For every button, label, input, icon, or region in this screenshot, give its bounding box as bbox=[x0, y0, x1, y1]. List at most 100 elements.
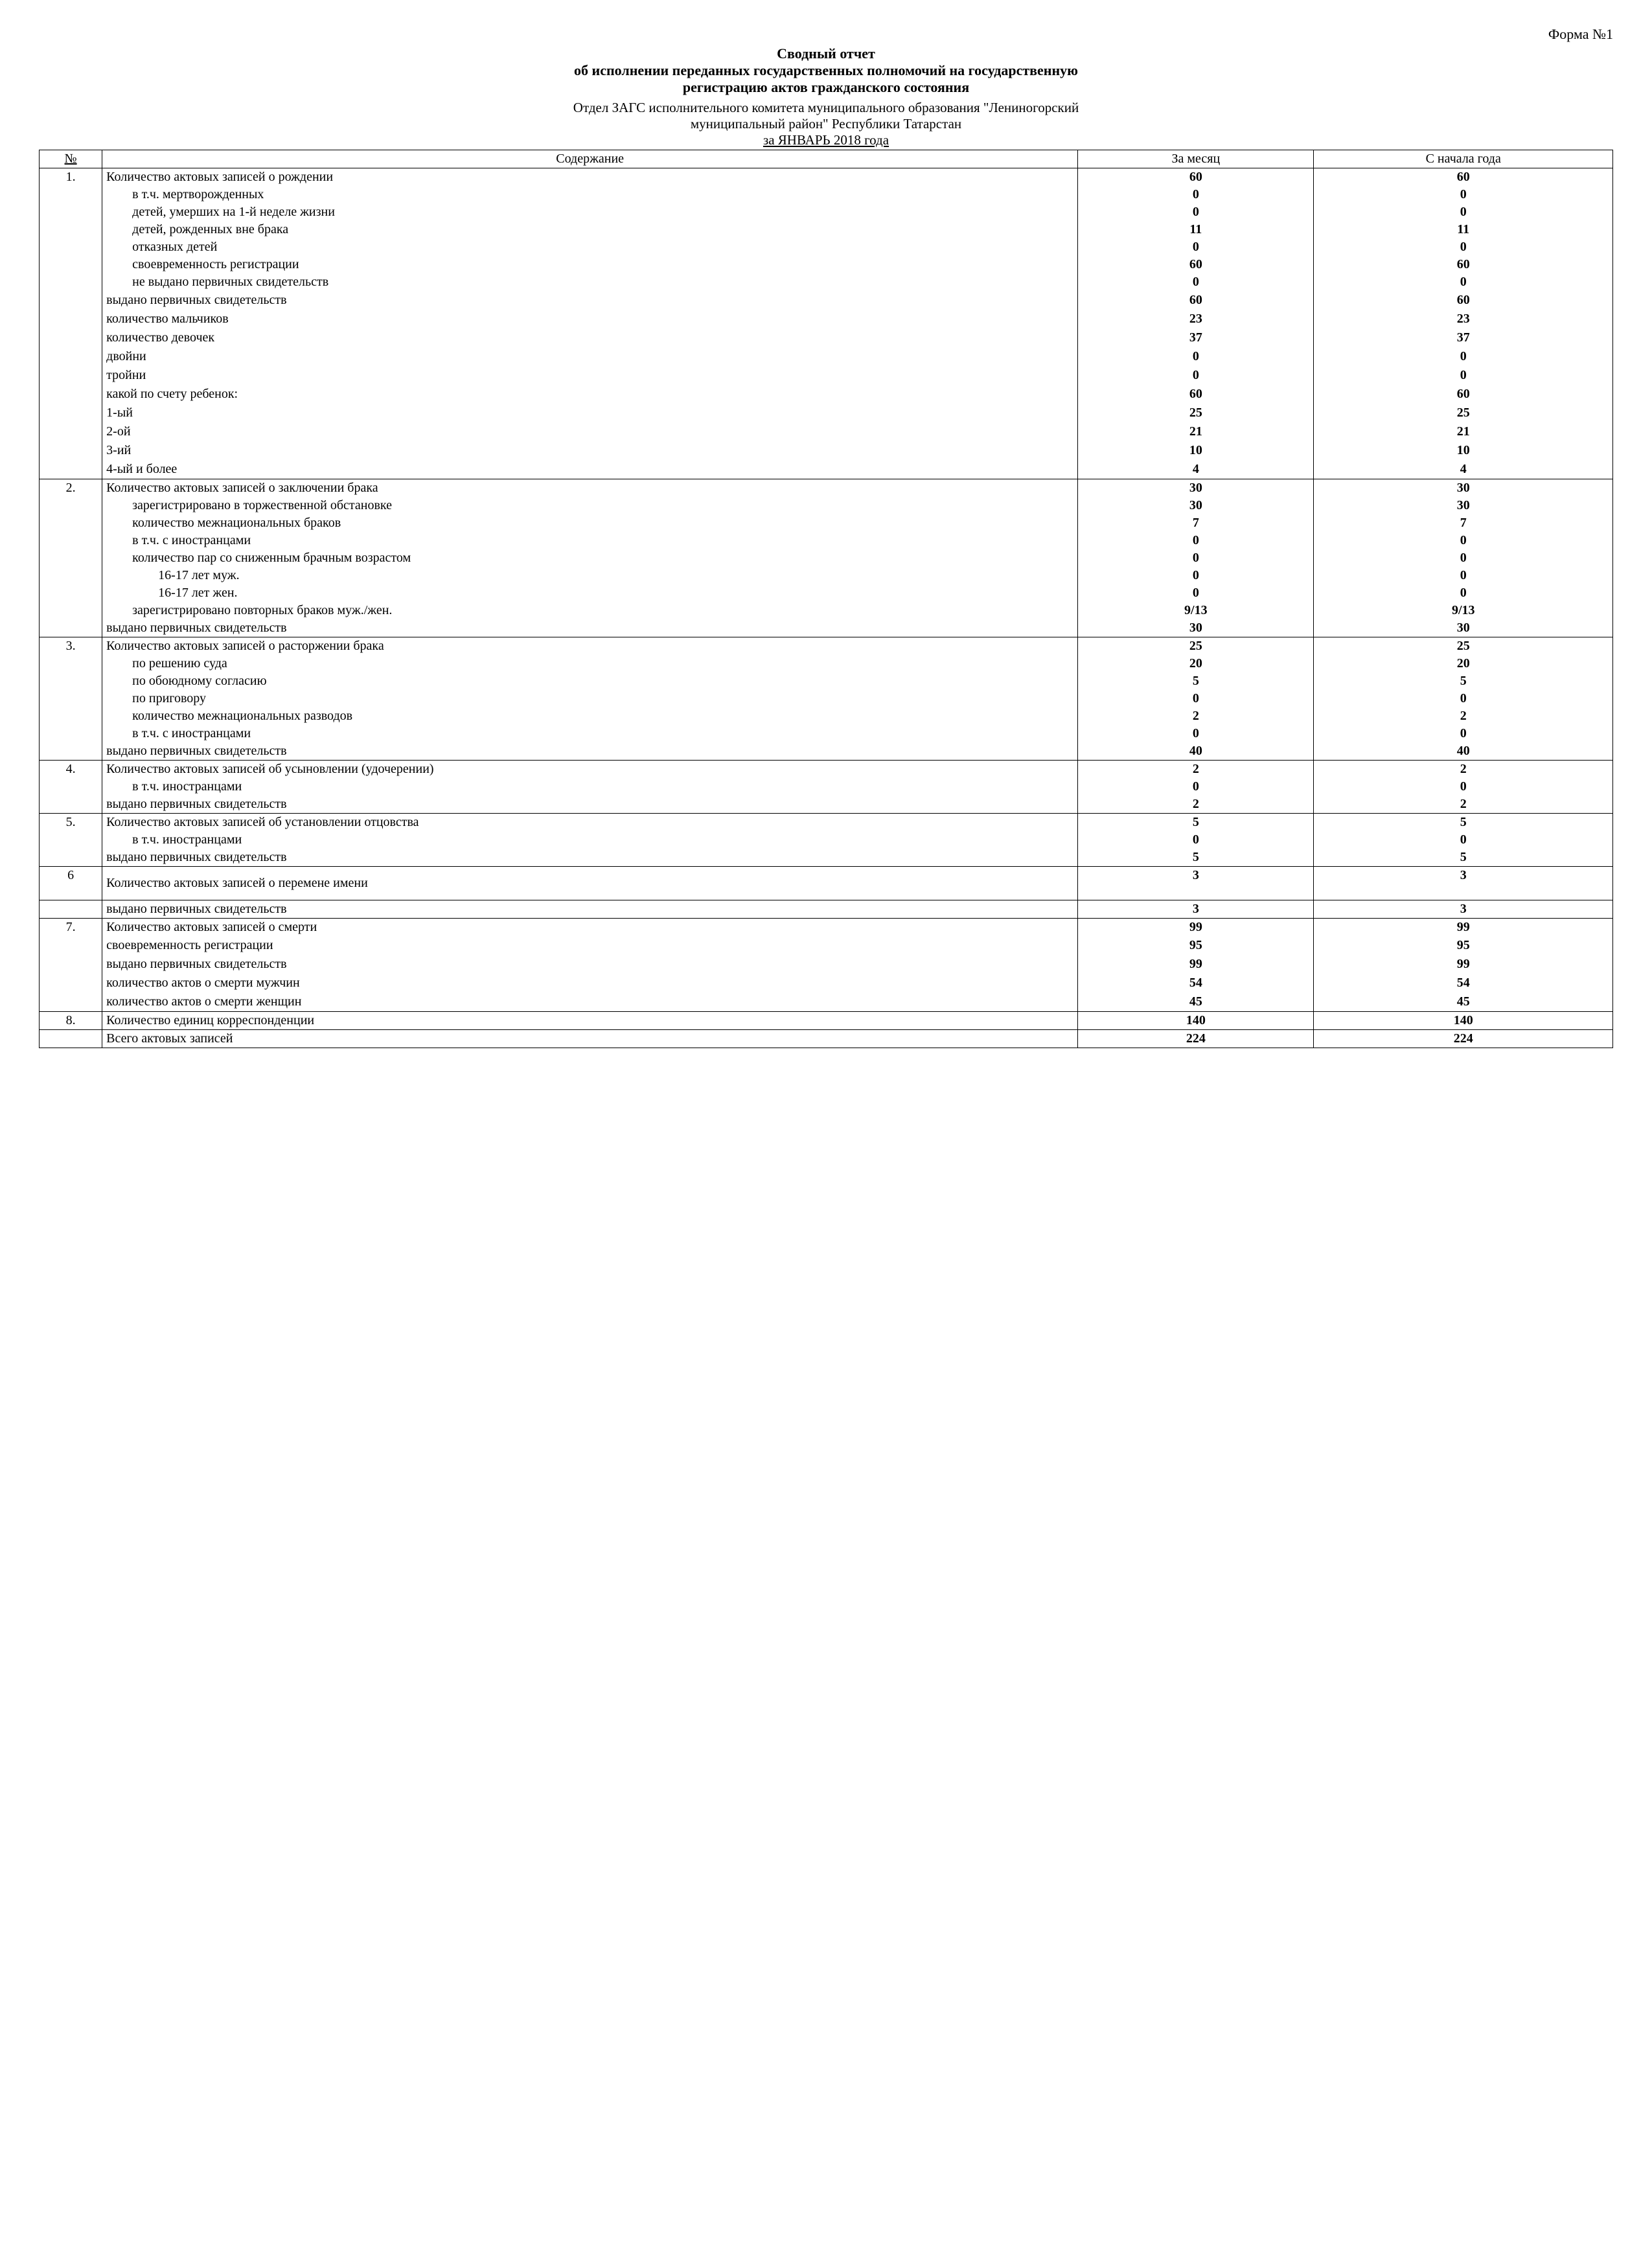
row-month: 0 bbox=[1078, 186, 1314, 203]
table-row: 5.Количество актовых записей об установл… bbox=[40, 814, 1613, 832]
table-row: количество межнациональных разводов22 bbox=[40, 707, 1613, 725]
row-year: 224 bbox=[1314, 1030, 1613, 1048]
row-year: 30 bbox=[1314, 497, 1613, 514]
row-content: в т.ч. с иностранцами bbox=[102, 725, 1078, 742]
row-month: 140 bbox=[1078, 1012, 1314, 1030]
row-content: детей, рожденных вне брака bbox=[102, 221, 1078, 238]
row-year: 0 bbox=[1314, 366, 1613, 385]
table-row: 3-ий1010 bbox=[40, 441, 1613, 460]
table-row: 1.Количество актовых записей о рождении6… bbox=[40, 168, 1613, 187]
row-month: 0 bbox=[1078, 690, 1314, 707]
row-year: 21 bbox=[1314, 422, 1613, 441]
row-content: Количество актовых записей о заключении … bbox=[102, 479, 1078, 498]
row-content: выдано первичных свидетельств bbox=[102, 291, 1078, 310]
row-content: Количество актовых записей о рождении bbox=[102, 168, 1078, 187]
row-num: 8. bbox=[40, 1012, 102, 1030]
row-num bbox=[40, 831, 102, 849]
row-year: 30 bbox=[1314, 479, 1613, 498]
table-row: отказных детей00 bbox=[40, 238, 1613, 256]
table-row: выдано первичных свидетельств22 bbox=[40, 796, 1613, 814]
col-header-year: С начала года bbox=[1314, 150, 1613, 168]
table-row: детей, рожденных вне брака1111 bbox=[40, 221, 1613, 238]
table-row: 16-17 лет жен.00 bbox=[40, 584, 1613, 602]
row-month: 30 bbox=[1078, 619, 1314, 637]
table-row: количество пар со сниженным брачным возр… bbox=[40, 549, 1613, 567]
row-year: 23 bbox=[1314, 310, 1613, 328]
row-content: зарегистрировано в торжественной обстано… bbox=[102, 497, 1078, 514]
row-year: 0 bbox=[1314, 549, 1613, 567]
table-row: количество девочек3737 bbox=[40, 328, 1613, 347]
row-num bbox=[40, 291, 102, 310]
table-row: количество актов о смерти мужчин5454 bbox=[40, 974, 1613, 992]
row-content: Количество актовых записей о смерти bbox=[102, 919, 1078, 937]
row-month: 0 bbox=[1078, 203, 1314, 221]
row-content: 16-17 лет жен. bbox=[102, 584, 1078, 602]
table-row: выдано первичных свидетельств3030 bbox=[40, 619, 1613, 637]
row-month: 0 bbox=[1078, 567, 1314, 584]
row-month: 7 bbox=[1078, 514, 1314, 532]
row-num bbox=[40, 328, 102, 347]
title-main: Сводный отчет bbox=[39, 45, 1613, 62]
row-content: не выдано первичных свидетельств bbox=[102, 273, 1078, 291]
table-row: выдано первичных свидетельств33 bbox=[40, 900, 1613, 919]
row-content: 16-17 лет муж. bbox=[102, 567, 1078, 584]
row-content: Всего актовых записей bbox=[102, 1030, 1078, 1048]
row-content: по приговору bbox=[102, 690, 1078, 707]
row-month: 60 bbox=[1078, 291, 1314, 310]
row-content: какой по счету ребенок: bbox=[102, 385, 1078, 404]
row-num bbox=[40, 460, 102, 479]
row-content: количество девочек bbox=[102, 328, 1078, 347]
row-month: 5 bbox=[1078, 849, 1314, 867]
row-content: детей, умерших на 1-й неделе жизни bbox=[102, 203, 1078, 221]
row-content: 1-ый bbox=[102, 404, 1078, 422]
table-row: в т.ч. с иностранцами00 bbox=[40, 725, 1613, 742]
table-row: 8.Количество единиц корреспонденции14014… bbox=[40, 1012, 1613, 1030]
row-year: 99 bbox=[1314, 919, 1613, 937]
row-year: 0 bbox=[1314, 567, 1613, 584]
row-num: 7. bbox=[40, 919, 102, 937]
row-month: 23 bbox=[1078, 310, 1314, 328]
row-year: 0 bbox=[1314, 778, 1613, 796]
row-num bbox=[40, 256, 102, 273]
table-row: не выдано первичных свидетельств00 bbox=[40, 273, 1613, 291]
row-year: 0 bbox=[1314, 238, 1613, 256]
row-month: 60 bbox=[1078, 385, 1314, 404]
row-num bbox=[40, 619, 102, 637]
table-row: 2.Количество актовых записей о заключени… bbox=[40, 479, 1613, 498]
row-num bbox=[40, 707, 102, 725]
row-month: 0 bbox=[1078, 831, 1314, 849]
org-line-1: Отдел ЗАГС исполнительного комитета муни… bbox=[39, 100, 1613, 116]
col-header-month: За месяц bbox=[1078, 150, 1314, 168]
row-num: 3. bbox=[40, 637, 102, 656]
row-content: зарегистрировано повторных браков муж./ж… bbox=[102, 602, 1078, 619]
row-year: 30 bbox=[1314, 619, 1613, 637]
row-year: 5 bbox=[1314, 814, 1613, 832]
row-year: 4 bbox=[1314, 460, 1613, 479]
row-month: 60 bbox=[1078, 256, 1314, 273]
row-num bbox=[40, 655, 102, 672]
row-year: 60 bbox=[1314, 168, 1613, 187]
row-year: 0 bbox=[1314, 831, 1613, 849]
row-year: 20 bbox=[1314, 655, 1613, 672]
table-row: Всего актовых записей224224 bbox=[40, 1030, 1613, 1048]
row-month: 224 bbox=[1078, 1030, 1314, 1048]
table-row: 16-17 лет муж.00 bbox=[40, 567, 1613, 584]
row-num: 4. bbox=[40, 761, 102, 779]
row-year: 0 bbox=[1314, 347, 1613, 366]
row-month: 40 bbox=[1078, 742, 1314, 761]
table-row: 1-ый2525 bbox=[40, 404, 1613, 422]
table-row: выдано первичных свидетельств9999 bbox=[40, 955, 1613, 974]
table-row: по обоюдному согласию55 bbox=[40, 672, 1613, 690]
row-year: 0 bbox=[1314, 532, 1613, 549]
row-year: 95 bbox=[1314, 936, 1613, 955]
row-content: в т.ч. иностранцами bbox=[102, 831, 1078, 849]
col-header-content: Содержание bbox=[102, 150, 1078, 168]
table-row: своевременность регистрации6060 bbox=[40, 256, 1613, 273]
row-content: выдано первичных свидетельств bbox=[102, 742, 1078, 761]
table-row: 3.Количество актовых записей о расторжен… bbox=[40, 637, 1613, 656]
row-year: 0 bbox=[1314, 273, 1613, 291]
row-num bbox=[40, 238, 102, 256]
table-row: количество межнациональных браков77 bbox=[40, 514, 1613, 532]
row-month: 0 bbox=[1078, 366, 1314, 385]
row-month: 30 bbox=[1078, 479, 1314, 498]
